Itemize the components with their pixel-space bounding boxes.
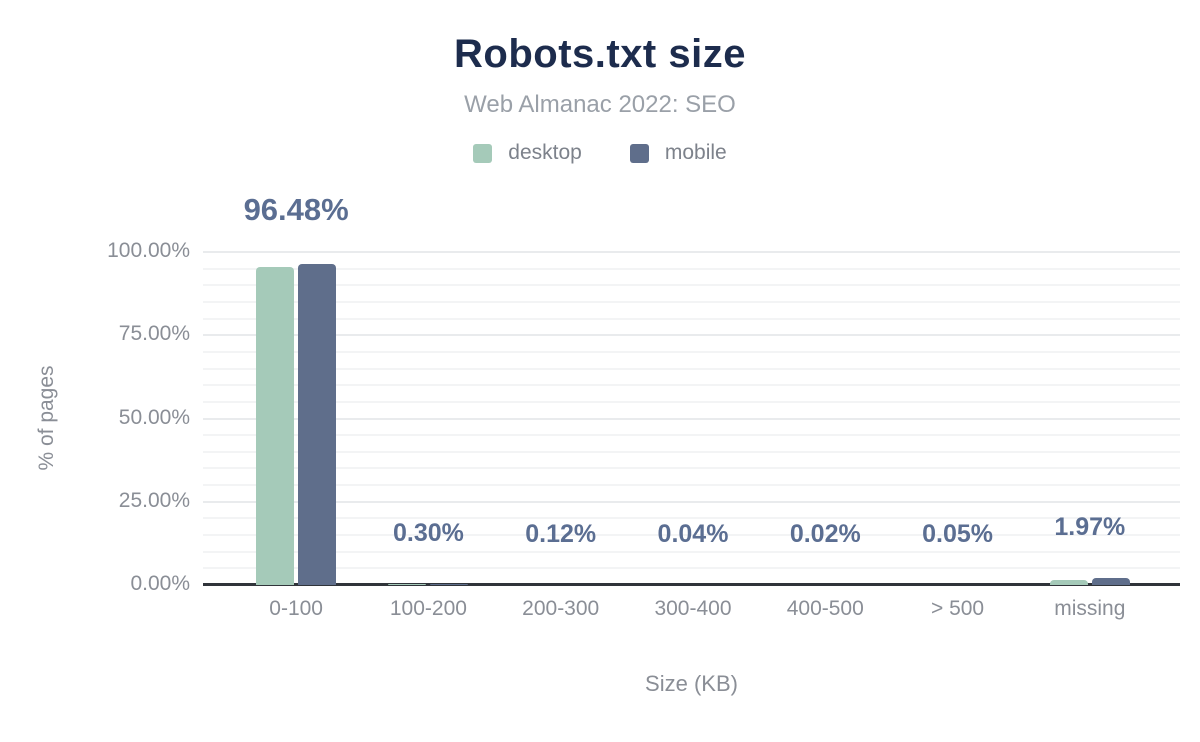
x-axis-title: Size (KB) bbox=[645, 671, 738, 696]
data-label: 0.05% bbox=[922, 520, 993, 548]
legend-item-mobile[interactable]: mobile bbox=[629, 141, 727, 165]
bar-pair bbox=[388, 584, 469, 585]
x-tick-label: 300-400 bbox=[654, 597, 732, 620]
data-label: 0.12% bbox=[525, 520, 597, 548]
data-label: 0.04% bbox=[657, 520, 729, 548]
plot-area: 96.48% 0-100 0.30% 100-200 0.12% 200-300 0.04%… bbox=[230, 192, 1156, 620]
x-tick-label: > 500 bbox=[930, 597, 985, 620]
data-label: 96.48% bbox=[243, 192, 349, 227]
gridline-minor bbox=[203, 400, 1180, 403]
gridline-minor bbox=[203, 367, 1180, 370]
x-tick-label: 200-300 bbox=[522, 597, 600, 620]
category-column-300-400: 0.04% 300-400 bbox=[627, 252, 759, 620]
x-tick-label: missing bbox=[1054, 597, 1126, 620]
legend: desktop mobile bbox=[0, 141, 1200, 165]
category-column-200-300: 0.12% 200-300 bbox=[495, 252, 627, 620]
bar-desktop-missing[interactable] bbox=[1049, 580, 1088, 585]
y-tick-label: 0.00% bbox=[130, 572, 190, 595]
gridline-minor bbox=[203, 484, 1180, 487]
gridline-minor bbox=[203, 550, 1180, 553]
gridline-minor bbox=[203, 450, 1180, 453]
gridline-minor bbox=[203, 267, 1180, 270]
legend-label: mobile bbox=[664, 141, 727, 164]
legend-label: desktop bbox=[508, 141, 582, 164]
data-label: 0.02% bbox=[789, 520, 861, 548]
chart-subtitle: Web Almanac 2022: SEO bbox=[464, 91, 736, 118]
bar-desktop-0-100[interactable] bbox=[256, 267, 295, 585]
y-tick-label: 75.00% bbox=[118, 322, 190, 346]
gridline-minor bbox=[203, 434, 1180, 437]
chart-title: Robots.txt size bbox=[454, 32, 746, 76]
gridline-major bbox=[203, 500, 1180, 503]
gridline-major bbox=[203, 251, 1180, 253]
gridline-major bbox=[203, 334, 1180, 337]
mobile-swatch-icon bbox=[629, 143, 649, 163]
y-axis-title: % of pages bbox=[35, 365, 58, 471]
category-column--500: 0.05% > 500 bbox=[891, 252, 1023, 620]
data-label: 1.97% bbox=[1054, 513, 1126, 541]
x-tick-label: 0-100 bbox=[269, 597, 323, 620]
x-tick-label: 100-200 bbox=[389, 597, 467, 620]
category-column-100-200: 0.30% 100-200 bbox=[362, 252, 494, 620]
desktop-swatch-icon bbox=[473, 143, 493, 163]
gridline-minor bbox=[203, 350, 1180, 353]
legend-item-desktop[interactable]: desktop bbox=[473, 141, 582, 165]
gridline-minor bbox=[203, 317, 1180, 320]
x-tick-label: 400-500 bbox=[786, 597, 864, 620]
bar-mobile-100-200[interactable] bbox=[430, 584, 469, 585]
gridline-major bbox=[203, 417, 1180, 420]
category-column-0-100: 96.48% 0-100 bbox=[230, 192, 362, 620]
y-tick-label: 25.00% bbox=[118, 488, 190, 512]
bar-pair bbox=[256, 264, 337, 585]
gridline-minor bbox=[203, 517, 1180, 520]
gridline-minor bbox=[203, 300, 1180, 303]
gridline-minor bbox=[203, 384, 1180, 387]
gridline-minor bbox=[203, 284, 1180, 287]
bar-mobile-missing[interactable] bbox=[1091, 578, 1130, 585]
category-column-missing: 1.97% missing bbox=[1024, 252, 1156, 620]
gridline-minor bbox=[203, 567, 1180, 570]
bar-pair bbox=[1049, 578, 1130, 585]
bar-desktop-100-200[interactable] bbox=[388, 584, 427, 585]
x-axis-line bbox=[203, 583, 1180, 586]
category-column-400-500: 0.02% 400-500 bbox=[759, 252, 891, 620]
y-tick-label: 50.00% bbox=[118, 405, 190, 429]
data-label: 0.30% bbox=[392, 519, 464, 547]
gridline-minor bbox=[203, 534, 1180, 537]
y-tick-label: 100.00% bbox=[107, 239, 190, 262]
bar-mobile-0-100[interactable] bbox=[298, 264, 337, 585]
gridline-minor bbox=[203, 467, 1180, 470]
